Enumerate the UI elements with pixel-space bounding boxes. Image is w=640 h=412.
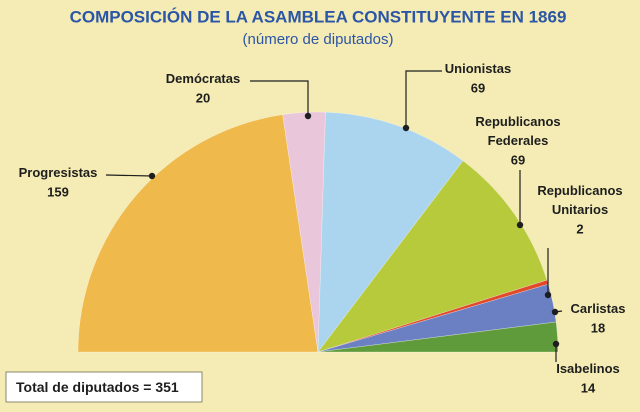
leader-line — [405, 70, 442, 128]
category-label: Progresistas — [19, 165, 98, 180]
category-label: Demócratas — [166, 71, 240, 86]
total-box — [5, 371, 203, 403]
leader-dot — [304, 112, 312, 120]
slices — [77, 111, 559, 353]
slice — [317, 160, 548, 353]
total-label: Total de diputados = — [16, 379, 151, 395]
category-label: Carlistas — [571, 301, 626, 316]
value-label: 69 — [511, 152, 525, 167]
category-label: Isabelinos — [556, 361, 620, 376]
value-label: 159 — [47, 184, 69, 199]
leader-dot — [516, 221, 524, 229]
category-label: Republicanos Federales — [475, 114, 560, 148]
slice — [317, 111, 464, 353]
category-label: Republicanos Unitarios — [537, 183, 622, 217]
slice — [317, 321, 559, 353]
leader-dot — [544, 291, 552, 299]
value-label: 20 — [196, 90, 210, 105]
labels: Progresistas 159 Demócratas 20 Unionistas 69 R… — [19, 61, 626, 395]
value-label: 2 — [576, 221, 583, 236]
category-label: Unionistas — [445, 61, 511, 76]
total-text: Total de diputados = 351 — [16, 379, 179, 395]
leader-dot — [402, 124, 410, 132]
total-value: 351 — [155, 379, 179, 395]
value-label: 69 — [471, 80, 485, 95]
leader-dot — [148, 172, 156, 180]
value-label: 14 — [581, 380, 596, 395]
chart-title: COMPOSICIÓN DE LA ASAMBLEA CONSTITUYENTE… — [70, 7, 567, 26]
leader-dot — [552, 340, 560, 348]
slice — [77, 114, 319, 353]
leader-line — [105, 174, 153, 177]
chart-subtitle: (número de diputados) — [243, 31, 394, 48]
value-label: 18 — [591, 320, 605, 335]
leader-dot — [551, 308, 559, 316]
leader-line — [250, 80, 309, 116]
